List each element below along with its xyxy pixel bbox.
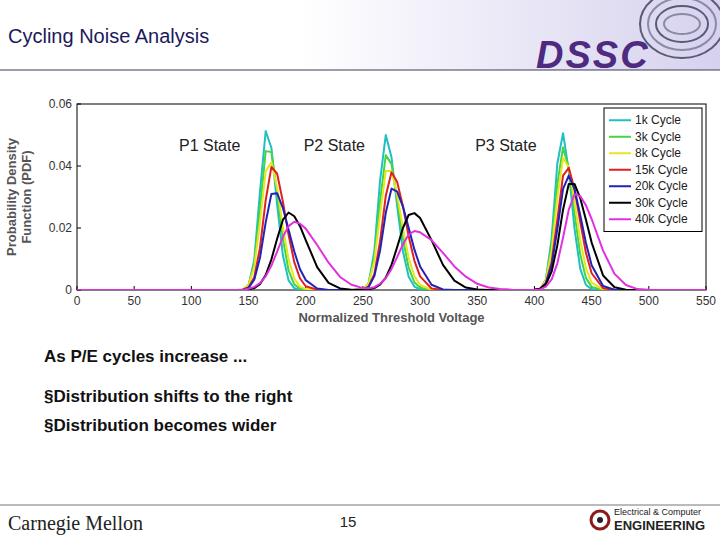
y-axis-label: Probability DensityFunction (PDF) <box>4 137 34 256</box>
legend-box <box>604 108 702 232</box>
y-tick-label: 0.06 <box>49 97 73 111</box>
legend-label: 20k Cycle <box>635 179 688 193</box>
y-tick-label: 0.02 <box>49 221 73 235</box>
annotation: P1 State <box>179 137 240 154</box>
legend-swatch <box>609 202 631 204</box>
legend-swatch <box>609 218 631 220</box>
x-tick-label: 250 <box>353 294 373 308</box>
y-axis-label-line: Function (PDF) <box>19 150 34 243</box>
legend-label: 8k Cycle <box>635 146 681 160</box>
slide: Cycling Noise AnalysisDSSC05010015020025… <box>0 0 720 540</box>
legend-label: 1k Cycle <box>635 113 681 127</box>
ece-text-top: Electrical & Computer <box>614 507 701 517</box>
legend-swatch <box>609 119 631 121</box>
y-tick <box>77 228 81 229</box>
ece-icon-dot <box>597 517 603 523</box>
plot-frame <box>77 104 706 290</box>
header-band <box>300 0 720 70</box>
bullet: §Distribution becomes wider <box>44 416 277 435</box>
y-tick-label: 0 <box>65 283 72 297</box>
legend-swatch <box>609 185 631 187</box>
annotation: P3 State <box>475 137 536 154</box>
legend-label: 15k Cycle <box>635 163 688 177</box>
disk-ring <box>656 6 708 42</box>
y-tick <box>77 166 81 167</box>
x-tick-label: 450 <box>582 294 602 308</box>
footer-rule <box>0 505 720 506</box>
y-tick <box>77 104 81 105</box>
disk-ring <box>648 0 716 50</box>
footer-university: Carnegie Mellon <box>8 512 143 535</box>
legend-swatch <box>609 169 631 171</box>
legend-swatch <box>609 152 631 154</box>
x-tick-label: 550 <box>696 294 716 308</box>
legend-label: 30k Cycle <box>635 196 688 210</box>
legend-label: 3k Cycle <box>635 130 681 144</box>
legend-label: 40k Cycle <box>635 212 688 226</box>
x-tick-label: 0 <box>74 294 81 308</box>
x-tick-label: 50 <box>128 294 142 308</box>
annotation: P2 State <box>304 137 365 154</box>
y-axis-label-line: Probability Density <box>4 137 19 256</box>
lead-text: As P/E cycles increase ... <box>44 347 247 366</box>
ece-text-bottom: ENGINEERING <box>614 518 705 533</box>
y-tick-label: 0.04 <box>49 159 73 173</box>
bullet: §Distribution shifts to the right <box>44 387 293 406</box>
page-number: 15 <box>340 513 357 530</box>
legend: 1k Cycle 3k Cycle 8k Cycle 15k Cycle 20k Cyc… <box>604 108 702 232</box>
series-line <box>77 147 706 290</box>
disk-ring <box>664 14 700 34</box>
x-axis-label: Normalized Threshold Voltage <box>298 310 484 325</box>
header-decoration <box>640 0 720 58</box>
slide-title: Cycling Noise Analysis <box>8 25 209 47</box>
ece-icon <box>591 511 609 529</box>
x-tick-label: 500 <box>639 294 659 308</box>
x-tick-label: 150 <box>239 294 259 308</box>
axes: 0 50 100 150 200 250 300 350 400 450 500 550 0 0.02 0.… <box>4 97 716 325</box>
x-tick-label: 350 <box>467 294 487 308</box>
page: {"slide": {"title": "Cycling Noise Analy… <box>0 0 720 540</box>
x-tick-label: 400 <box>524 294 544 308</box>
disk-ring <box>640 0 720 58</box>
x-tick-label: 300 <box>410 294 430 308</box>
logo: DSSC <box>536 34 650 76</box>
legend-swatch <box>609 136 631 138</box>
x-tick-label: 200 <box>296 294 316 308</box>
x-tick-label: 100 <box>181 294 201 308</box>
